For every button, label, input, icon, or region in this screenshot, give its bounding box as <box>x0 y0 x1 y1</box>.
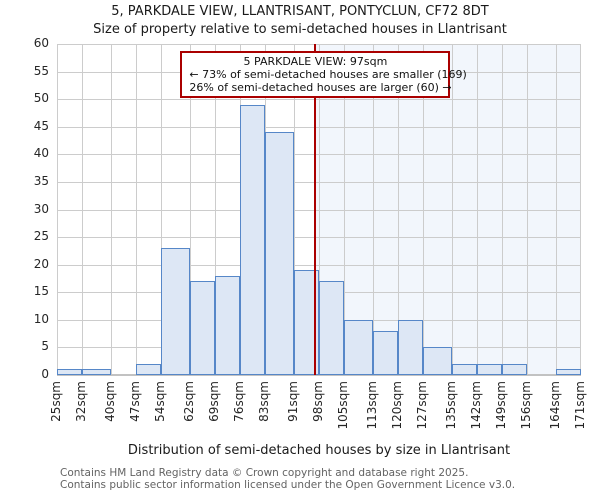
x-tick-label: 25sqm <box>49 381 63 422</box>
vertical-gridline <box>319 44 320 375</box>
x-tick-label: 54sqm <box>153 381 168 422</box>
vertical-gridline <box>293 44 295 375</box>
x-axis-line <box>57 374 581 376</box>
x-tick-label: 69sqm <box>206 381 221 422</box>
x-tick-label: 47sqm <box>127 381 142 422</box>
histogram-bar <box>240 104 266 375</box>
histogram-bar <box>476 363 503 375</box>
callout-line-3: 26% of semi-detached houses are larger (… <box>189 81 452 94</box>
x-tick-label: 98sqm <box>311 381 325 422</box>
x-tick-label: 91sqm <box>285 381 300 422</box>
vertical-gridline <box>135 44 137 375</box>
x-tick-label: 164sqm <box>547 381 562 430</box>
y-tick-label: 50 <box>33 91 49 106</box>
histogram-bar <box>397 319 424 375</box>
vertical-gridline <box>214 44 216 375</box>
vertical-gridline <box>344 44 346 375</box>
chart-title: 5, PARKDALE VIEW, LLANTRISANT, PONTYCLUN… <box>111 4 489 19</box>
x-tick-label: 83sqm <box>257 381 272 422</box>
x-tick-label: 127sqm <box>415 381 430 430</box>
histogram-bar <box>82 369 111 375</box>
vertical-gridline <box>82 44 84 375</box>
histogram-bar <box>135 363 162 375</box>
vertical-gridline <box>502 44 504 375</box>
x-tick-label: 76sqm <box>232 381 247 422</box>
x-tick-label: 105sqm <box>336 381 351 430</box>
histogram-bar <box>319 281 345 375</box>
histogram-bar <box>344 319 373 375</box>
x-tick-label: 135sqm <box>443 381 458 430</box>
histogram-bar <box>502 363 528 375</box>
subject-property-marker-line <box>314 44 317 375</box>
y-tick-label: 25 <box>33 229 49 244</box>
vertical-gridline <box>527 44 529 375</box>
y-tick-label: 30 <box>33 201 49 216</box>
vertical-gridline <box>189 44 191 375</box>
vertical-gridline <box>397 44 399 375</box>
vertical-gridline <box>476 44 478 375</box>
y-tick-label: 0 <box>41 367 49 381</box>
x-tick-label: 62sqm <box>181 381 196 422</box>
vertical-gridline <box>161 44 163 375</box>
histogram-bar <box>265 132 294 375</box>
y-tick-label: 10 <box>33 311 49 326</box>
y-tick-label: 40 <box>33 146 49 161</box>
histogram-bar <box>555 369 581 375</box>
marker-callout: 5 PARKDALE VIEW: 97sqm ← 73% of semi-det… <box>180 51 467 98</box>
y-tick-label: 35 <box>33 173 49 188</box>
x-tick-label: 113sqm <box>364 381 379 430</box>
histogram-bar <box>57 369 83 375</box>
x-axis-label: Distribution of semi-detached houses by … <box>127 443 511 458</box>
x-tick-label: 156sqm <box>519 381 534 430</box>
histogram-bar <box>161 248 190 375</box>
vertical-gridline <box>555 44 557 375</box>
plot-area: 5 PARKDALE VIEW: 97sqm ← 73% of semi-det… <box>57 44 581 376</box>
y-tick-label: 15 <box>33 284 49 299</box>
vertical-gridline <box>57 44 58 375</box>
vertical-gridline <box>372 44 374 375</box>
histogram-bar <box>423 347 452 375</box>
vertical-gridline <box>423 44 425 375</box>
x-tick-label: 171sqm <box>573 381 587 430</box>
histogram-bar <box>189 281 215 375</box>
x-tick-label: 32sqm <box>74 381 89 422</box>
vertical-gridline <box>451 44 453 375</box>
y-tick-label: 20 <box>33 256 49 271</box>
histogram-bar <box>214 275 241 375</box>
vertical-gridline <box>110 44 112 375</box>
callout-line-1: 5 PARKDALE VIEW: 97sqm <box>243 55 388 68</box>
histogram-bar <box>372 330 398 375</box>
callout-line-2: ← 73% of semi-detached houses are smalle… <box>189 68 467 81</box>
y-tick-label: 55 <box>33 63 49 78</box>
x-tick-label: 149sqm <box>494 381 509 430</box>
y-tick-label: 45 <box>33 118 49 133</box>
footer-line-1: Contains HM Land Registry data © Crown c… <box>60 467 469 479</box>
x-tick-label: 142sqm <box>468 381 483 430</box>
x-tick-label: 120sqm <box>389 381 404 430</box>
x-tick-label: 40sqm <box>102 381 117 422</box>
histogram-bar <box>451 363 477 375</box>
y-tick-label: 5 <box>41 339 49 354</box>
vertical-gridline <box>580 44 581 375</box>
chart-subtitle: Size of property relative to semi-detach… <box>93 22 507 37</box>
footer-line-2: Contains public sector information licen… <box>60 478 516 491</box>
license-footer: Contains HM Land Registry data © Crown c… <box>60 467 516 491</box>
y-tick-label: 60 <box>33 36 49 50</box>
